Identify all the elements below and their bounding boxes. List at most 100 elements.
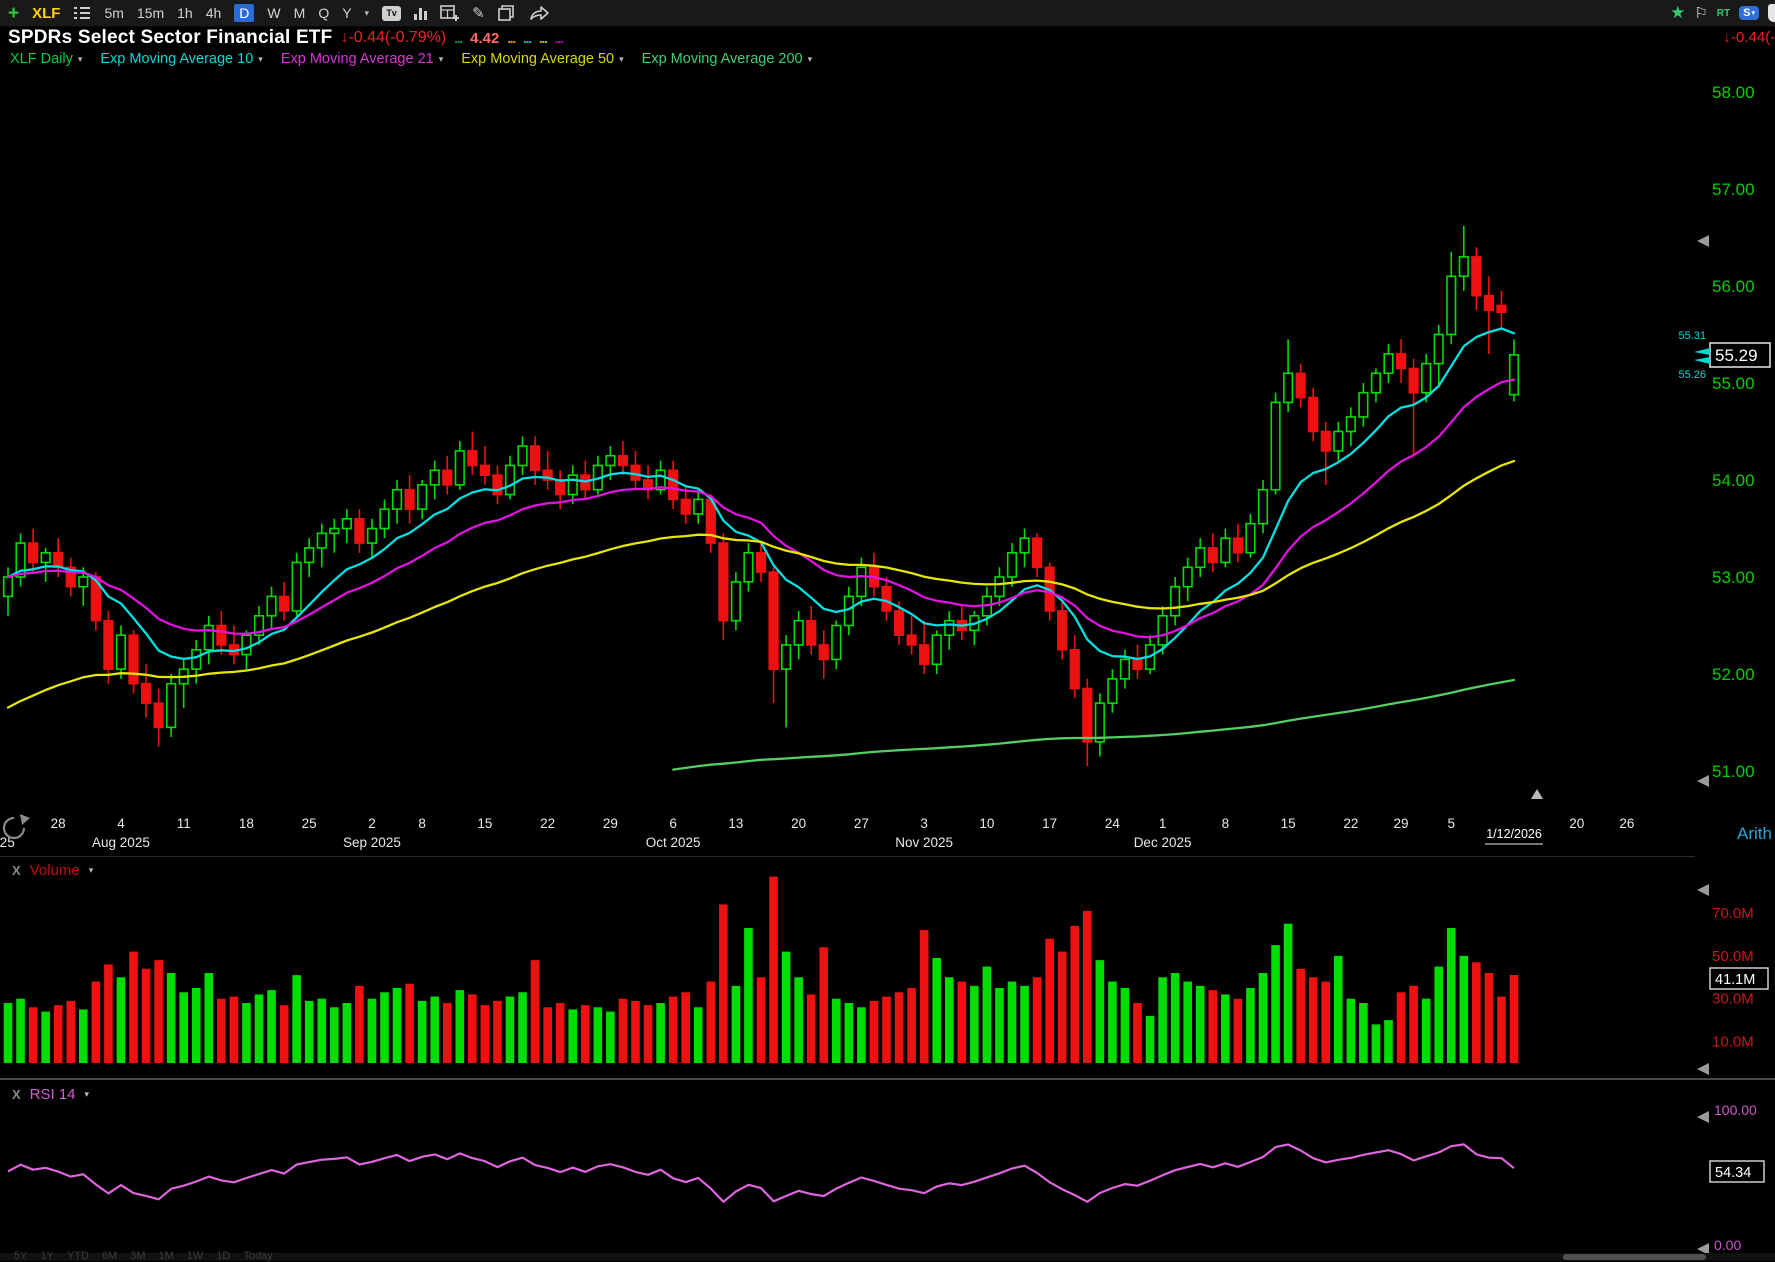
indicator-dots-magenta[interactable]: ... [554, 30, 564, 46]
rsi-pane-title[interactable]: RSI 14 [29, 1086, 76, 1103]
indicator-dots-orange[interactable]: ... [507, 30, 516, 46]
volume-pane-title[interactable]: Volume [29, 862, 80, 879]
indicator-dots-green[interactable]: ... [454, 30, 463, 46]
volume-bar [819, 947, 829, 1063]
pane-scale-arrow-icon[interactable] [1697, 1111, 1709, 1123]
volume-tick-label: 10.0M [1712, 1034, 1754, 1051]
timeframe-monthly[interactable]: M [293, 5, 306, 21]
volume-bar [267, 990, 276, 1063]
volume-bar [944, 977, 954, 1063]
volume-bar [907, 987, 916, 1063]
axis-marker-up-triangle[interactable] [1531, 789, 1543, 799]
volume-bar [1384, 1020, 1393, 1063]
range-3m[interactable]: 3M [130, 1250, 146, 1262]
rsi-close-button[interactable]: X [12, 1087, 21, 1102]
timeframe-weekly[interactable]: W [267, 5, 281, 21]
candle-body [1170, 585, 1181, 617]
candle-body [1032, 537, 1043, 569]
candle-body [931, 634, 942, 666]
candle-body [893, 610, 905, 637]
legend-item-symbol[interactable]: XLF Daily ▾ [10, 51, 83, 67]
candle-body [291, 561, 302, 612]
copy-pages-icon[interactable] [497, 5, 516, 21]
draw-pencil-icon[interactable]: ✎ [472, 5, 485, 22]
scrollbar-thumb[interactable] [1563, 1254, 1706, 1260]
legend-item-ema10[interactable]: Exp Moving Average 10 ▾ [100, 51, 263, 67]
indicator-dots-cyan[interactable]: ... [523, 30, 532, 46]
volume-pane-header: X Volume ▾ [12, 862, 93, 879]
legend-item-ema200[interactable]: Exp Moving Average 200 ▾ [641, 51, 813, 67]
scrollbar-track[interactable] [0, 1253, 1775, 1261]
candle-body [304, 547, 315, 564]
candle-body [668, 469, 679, 501]
timeframe-5m[interactable]: 5m [104, 5, 124, 21]
range-5y[interactable]: 5Y [14, 1250, 28, 1262]
volume-bar [769, 876, 778, 1063]
volume-bar [668, 996, 678, 1063]
chart-type-icon[interactable]: Tv [382, 5, 402, 21]
pane-scale-arrow-icon[interactable] [1697, 1063, 1709, 1075]
volume-bar [1509, 974, 1519, 1063]
legend-item-ema21[interactable]: Exp Moving Average 21 ▾ [280, 51, 444, 67]
timeframe-1h[interactable]: 1h [177, 5, 193, 21]
pane-scale-arrow-icon[interactable] [1697, 884, 1709, 896]
chevron-down-icon[interactable]: ▾ [438, 53, 444, 64]
price-tick-label: 56.00 [1712, 277, 1755, 296]
volume-bar [957, 981, 967, 1063]
chevron-down-icon[interactable]: ▾ [88, 865, 94, 875]
timeframe-daily-active[interactable]: D [234, 4, 255, 22]
candle-body [567, 474, 578, 496]
range-1w[interactable]: 1W [186, 1250, 204, 1262]
pane-scale-arrow-icon[interactable] [1697, 775, 1709, 787]
range-6m[interactable]: 6M [101, 1250, 118, 1262]
date-month-label: Aug 2025 [92, 835, 150, 850]
indicator-dots-yellow[interactable]: ... [539, 30, 548, 46]
timeframe-4h[interactable]: 4h [205, 5, 222, 21]
chevron-down-icon[interactable]: ▾ [619, 53, 624, 64]
chevron-down-icon[interactable]: ▾ [807, 53, 813, 64]
volume-bar [405, 983, 414, 1063]
pane-scale-arrow-icon[interactable] [1697, 1243, 1709, 1255]
range-1m[interactable]: 1M [158, 1250, 174, 1262]
s-mode-badge[interactable]: S ▾ [1739, 6, 1759, 20]
candle-body [1395, 353, 1407, 370]
candle-body [1458, 256, 1469, 278]
studies-icon[interactable] [414, 6, 428, 20]
candle-body [1483, 294, 1494, 312]
range-today[interactable]: Today [243, 1250, 273, 1262]
range-ytd[interactable]: YTD [66, 1250, 89, 1262]
watchlist-icon[interactable] [73, 6, 91, 20]
timeframe-quarterly[interactable]: Q [318, 5, 330, 21]
timeframe-15m[interactable]: 15m [136, 5, 165, 21]
range-1d[interactable]: 1D [216, 1250, 231, 1262]
volume-bar [1221, 994, 1230, 1063]
timeframe-dropdown-icon[interactable]: ▾ [364, 7, 370, 18]
shield-icon-clipped[interactable] [1768, 4, 1775, 22]
candle-body [1333, 430, 1344, 452]
candle-body [605, 454, 616, 467]
symbol-label[interactable]: XLF [32, 4, 61, 22]
volume-bar [1258, 972, 1268, 1063]
volume-bar [505, 996, 515, 1063]
bid-label: 55.26 [1678, 369, 1706, 381]
flag-icon[interactable]: ⚐ [1694, 5, 1708, 22]
legend-item-ema50[interactable]: Exp Moving Average 50 ▾ [461, 51, 624, 67]
timeframe-yearly[interactable]: Y [342, 5, 352, 21]
chevron-down-icon[interactable]: ▾ [77, 53, 83, 64]
range-1y[interactable]: 1Y [40, 1250, 54, 1262]
volume-bar [1095, 960, 1105, 1063]
candle-body [718, 542, 729, 622]
candle-body [65, 566, 76, 588]
favorite-star-icon[interactable]: ★ [1670, 3, 1686, 22]
reset-view-icon[interactable] [2, 816, 26, 840]
volume-bar [355, 985, 364, 1063]
pane-scale-arrow-icon[interactable] [1697, 235, 1709, 247]
rsi-pane-header: X RSI 14 ▾ [12, 1086, 89, 1103]
chevron-down-icon[interactable]: ▾ [258, 53, 263, 64]
volume-close-button[interactable]: X [12, 863, 21, 878]
add-symbol-icon[interactable]: + [8, 2, 20, 24]
calculator-grid-icon[interactable] [440, 5, 460, 21]
share-icon[interactable] [529, 5, 549, 21]
chevron-down-icon[interactable]: ▾ [84, 1089, 90, 1099]
